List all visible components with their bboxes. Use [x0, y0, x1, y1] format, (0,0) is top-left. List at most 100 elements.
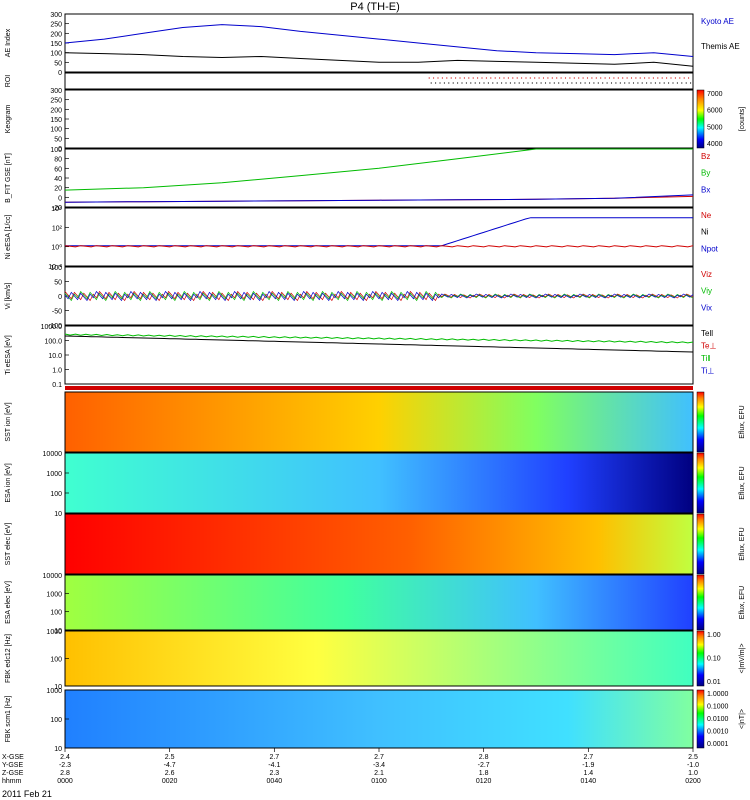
vi-legend-0: Viz [701, 270, 712, 279]
sst-elec-spec-fill [65, 514, 693, 574]
roi-dot [688, 77, 690, 79]
esa-ion-tick-label: 10000 [43, 451, 63, 458]
roi-dot [600, 77, 602, 79]
fbk-scm1-colorbar-label: <|nT|> [739, 709, 746, 729]
time-axis: X-GSEY-GSEZ-GSEhhmm2.4-2.32.800002.5-4.7… [2, 748, 701, 785]
roi-dot [604, 77, 606, 79]
roi-dot [588, 82, 591, 84]
ti-ylabel: Ti eESA [eV] [5, 335, 12, 374]
roi-dot [435, 82, 437, 84]
vi-legend-1: Viy [701, 287, 712, 296]
roi-dot [428, 77, 430, 79]
roi-dot [503, 77, 505, 79]
roi-dot [549, 82, 551, 84]
fbk-edc12-colorbar-label: <|mV/m|> [739, 643, 746, 673]
roi-dot [578, 77, 580, 79]
roi-dot [650, 82, 652, 84]
roi-dot [523, 82, 525, 84]
roi-dot [674, 77, 677, 79]
esa-ion-panel [64, 452, 694, 514]
sst-ion-spec-fill [65, 392, 693, 452]
time-tick-label: 2.3 [269, 770, 279, 777]
fbk-edc12-tick-label: 10 [54, 684, 62, 691]
roi-dot [632, 82, 635, 84]
ni-panel [64, 207, 694, 267]
esa-elec-colorbar-label: Eflux, EFU [739, 586, 746, 619]
vi-tick-label: 100 [50, 265, 62, 272]
roi-dot [507, 77, 509, 79]
time-tick-label: -1.0 [687, 762, 699, 769]
roi-dot [641, 82, 643, 84]
roi-dot [529, 77, 531, 79]
fbk-edc12-colorbar [696, 630, 705, 687]
roi-dot [536, 82, 538, 84]
roi-dot [630, 77, 633, 79]
roi-dot [582, 77, 584, 79]
ni-legend-1: Ni [701, 228, 709, 237]
roi-dot [494, 77, 496, 79]
time-tick-label: 0000 [57, 778, 73, 785]
fbk-scm1-tick-label: 10 [54, 746, 62, 753]
keogram-colorbar-tick: 4000 [707, 141, 723, 148]
time-tick-label: 2.4 [60, 754, 70, 761]
bfit-series-1 [64, 148, 693, 191]
bfit-legend-1: By [701, 169, 710, 178]
roi-dot [479, 82, 481, 84]
roi-dot [457, 82, 459, 84]
ni-tick-label: 10² [52, 225, 63, 232]
ae-series-0 [64, 24, 694, 57]
status-bar [65, 386, 693, 390]
roi-dot [646, 82, 648, 84]
ae-index-tick-label: 150 [50, 41, 62, 48]
keogram-tick-label: 250 [50, 98, 62, 105]
fbk-edc12-tick-label: 1000 [46, 629, 62, 636]
bfit-tick-label: -20 [52, 205, 62, 212]
roi-dot [661, 77, 663, 79]
roi-dot [593, 82, 595, 84]
roi-dot [470, 82, 472, 84]
vi-tick-label: 0 [58, 294, 62, 301]
ni-tick-label: 10⁻² [48, 264, 62, 271]
roi-dot [617, 77, 619, 79]
sst-elec-ylabel: SST elec [eV] [5, 523, 12, 566]
sst-elec-colorbar-label: Eflux, EFU [739, 527, 746, 560]
roi-dot [443, 82, 445, 84]
time-tick-label: 0140 [581, 778, 597, 785]
fbk-scm1-tick-label: 100 [50, 717, 62, 724]
keogram-tick-label: 0 [58, 146, 62, 153]
roi-dot [591, 77, 593, 79]
roi-dot [683, 77, 685, 79]
ni-tick-label: 10⁴ [51, 206, 62, 213]
roi-dot [452, 82, 454, 84]
roi-dot [639, 77, 641, 79]
roi-dot [448, 82, 450, 84]
bfit-legend-0: Bz [701, 152, 710, 161]
vi-ylabel: Vi [km/s] [5, 283, 12, 310]
roi-dot [648, 77, 650, 79]
roi-dot [666, 77, 668, 79]
roi-dot [518, 82, 520, 84]
roi-dot [437, 77, 439, 79]
keogram-panel [64, 89, 694, 149]
bfit-tick-label: 0 [58, 195, 62, 202]
roi-dot [573, 77, 575, 79]
bfit-tick-label: 100 [50, 147, 62, 154]
bfit-series-2 [64, 194, 694, 203]
esa-ion-ylabel: ESA ion [eV] [5, 463, 12, 502]
esa-ion-tick-label: 10 [54, 511, 62, 518]
keogram-tick-label: 150 [50, 117, 62, 124]
roi-dot [477, 77, 479, 79]
roi-dot [468, 77, 470, 79]
roi-dot [459, 77, 461, 79]
keogram-tick-label: 300 [50, 88, 62, 95]
fbk-scm1-colorbar-tick: 1.0000 [707, 691, 729, 698]
keogram-colorbar [696, 89, 705, 149]
roi-dot [472, 77, 474, 79]
roi-ylabel: ROI [5, 75, 12, 88]
time-tick-label: 0200 [685, 778, 701, 785]
ti-tick-label: 0.1 [52, 382, 62, 389]
fbk-edc12-colorbar-tick: 0.01 [707, 679, 721, 686]
ni-legend-0: Ne [701, 211, 712, 220]
time-tick-label: 2.6 [165, 770, 175, 777]
ti-tick-label: 1.0 [52, 368, 62, 375]
